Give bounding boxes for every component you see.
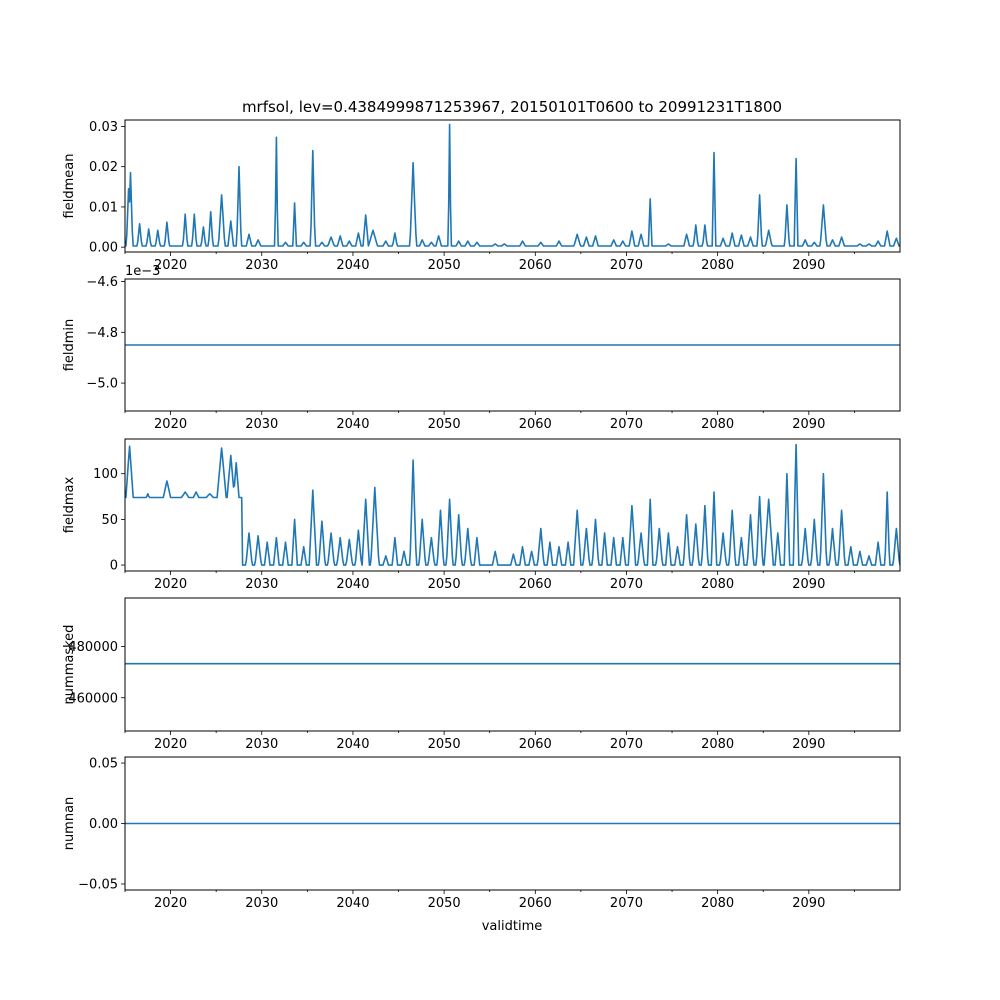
y-axis-label-nummasked: nummasked — [62, 625, 77, 705]
y-tick-label: 480000 — [68, 640, 118, 655]
axes-frame — [124, 438, 901, 572]
x-tick-label-2040: 2040 — [336, 896, 369, 911]
x-tick-label-2040: 2040 — [336, 737, 369, 752]
subplot-stack: 2020 2030 2040 2050 2060 2070 2080 2090 0.00 0.01… — [62, 119, 901, 911]
x-tick-label-2060: 2060 — [519, 258, 552, 273]
x-tick-label-2070: 2070 — [610, 737, 643, 752]
x-tick-label-2090: 2090 — [792, 417, 825, 432]
x-tick-label-2020: 2020 — [154, 417, 187, 432]
y-tick-label: 0 — [110, 559, 118, 574]
x-tick-label-2040: 2040 — [336, 417, 369, 432]
y-tick-label: 460000 — [68, 691, 118, 706]
x-tick-label-2080: 2080 — [701, 737, 734, 752]
x-tick-label-2030: 2030 — [245, 737, 278, 752]
subplot-nummasked: 2020 2030 2040 2050 2060 2070 2080 2090 460000 48… — [62, 597, 901, 752]
x-tick-label-2070: 2070 — [610, 417, 643, 432]
x-tick-label-2050: 2050 — [428, 737, 461, 752]
x-tick-label-2020: 2020 — [154, 258, 187, 273]
series-line-fieldmean — [125, 123, 900, 247]
x-tick-label-2050: 2050 — [428, 417, 461, 432]
subplot-fieldmax: 2020 2030 2040 2050 2060 2070 2080 2090 0 50 100 fi… — [62, 438, 901, 592]
x-tick-label-2080: 2080 — [701, 258, 734, 273]
y-tick-label: −0.05 — [78, 877, 118, 892]
y-tick-label: 0.02 — [89, 160, 118, 175]
series-line-fieldmax — [125, 443, 900, 566]
x-tick-label-2080: 2080 — [701, 896, 734, 911]
y-tick-label: 0.00 — [89, 241, 118, 256]
x-tick-label-2040: 2040 — [336, 258, 369, 273]
x-tick-label-2030: 2030 — [245, 258, 278, 273]
x-tick-label-2020: 2020 — [154, 896, 187, 911]
x-tick-label-2090: 2090 — [792, 896, 825, 911]
axes-frame — [124, 597, 901, 732]
y-axis-label-fieldmin: fieldmin — [62, 319, 77, 372]
x-tick-label-2060: 2060 — [519, 577, 552, 592]
y-tick-label: −5.0 — [86, 377, 118, 392]
figure-title: mrfsol, lev=0.4384999871253967, 20150101… — [242, 98, 782, 116]
axes-frame — [124, 119, 901, 253]
x-tick-label-2020: 2020 — [154, 737, 187, 752]
y-tick-label: 0.00 — [89, 817, 118, 832]
x-tick-label-2050: 2050 — [428, 258, 461, 273]
x-tick-label-2050: 2050 — [428, 896, 461, 911]
x-tick-label-2060: 2060 — [519, 896, 552, 911]
x-tick-label-2070: 2070 — [610, 258, 643, 273]
axes-frame — [124, 278, 901, 412]
x-tick-label-2030: 2030 — [245, 417, 278, 432]
x-tick-label-2030: 2030 — [245, 896, 278, 911]
y-tick-label: 0.05 — [89, 757, 118, 772]
y-tick-label: 0.03 — [89, 120, 118, 135]
y-tick-label: 50 — [101, 513, 118, 528]
x-tick-label-2060: 2060 — [519, 417, 552, 432]
y-tick-label: 100 — [93, 467, 118, 482]
x-tick-label-2090: 2090 — [792, 258, 825, 273]
subplot-fieldmean: 2020 2030 2040 2050 2060 2070 2080 2090 0.00 0.01… — [62, 119, 901, 273]
x-tick-label-2090: 2090 — [792, 737, 825, 752]
x-tick-label-2040: 2040 — [336, 577, 369, 592]
y-axis-label-fieldmax: fieldmax — [62, 477, 77, 534]
subplot-fieldmin: 2020 2030 2040 2050 2060 2070 2080 2090 −4.6 −4.8… — [62, 264, 901, 432]
y-tick-label: 0.01 — [89, 200, 118, 215]
y-offset-text: 1e−3 — [125, 264, 160, 279]
y-tick-label: −4.6 — [86, 275, 118, 290]
y-axis-label-numnan: numnan — [62, 797, 77, 851]
x-axis-label: validtime — [482, 919, 543, 934]
y-tick-label: −4.8 — [86, 326, 118, 341]
x-tick-label-2030: 2030 — [245, 577, 278, 592]
subplot-numnan: 2020 2030 2040 2050 2060 2070 2080 2090 −0.05 0.0… — [62, 756, 901, 911]
x-tick-label-2080: 2080 — [701, 417, 734, 432]
x-tick-label-2090: 2090 — [792, 577, 825, 592]
x-tick-label-2060: 2060 — [519, 737, 552, 752]
x-tick-label-2050: 2050 — [428, 577, 461, 592]
x-tick-label-2080: 2080 — [701, 577, 734, 592]
x-tick-label-2020: 2020 — [154, 577, 187, 592]
x-tick-label-2070: 2070 — [610, 896, 643, 911]
x-tick-label-2070: 2070 — [610, 577, 643, 592]
y-axis-label-fieldmean: fieldmean — [62, 154, 77, 219]
